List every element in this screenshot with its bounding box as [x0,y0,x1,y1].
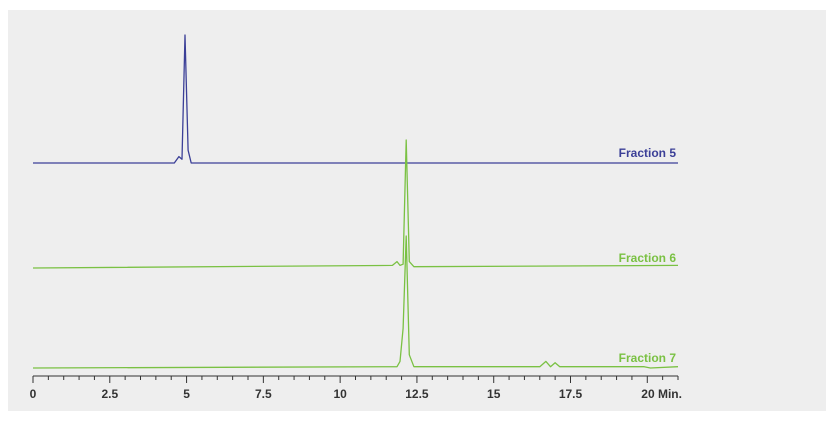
plot-panel: 0 2.5 5 7.5 10 12.5 15 17.5 20 Min. Fraction 5 Fr… [8,10,826,411]
series-label-2: Fraction 6 [619,251,677,265]
x-tick-label: 20 Min. [641,387,682,401]
series-line-2 [32,139,679,269]
x-tick-label: 15 [487,387,501,401]
x-tick-label: 17.5 [559,387,583,401]
series-line-1 [33,34,678,164]
x-tick-label: 10 [333,387,347,401]
chromatogram-chart: 0 2.5 5 7.5 10 12.5 15 17.5 20 Min. Fraction 5Fr… [30,34,682,401]
series-label-1: Fraction 5 [619,146,677,160]
x-tick-label: 5 [183,387,190,401]
series-layer [32,34,679,369]
x-axis: 0 2.5 5 7.5 10 12.5 15 17.5 20 Min. [30,375,682,401]
series-labels: Fraction 5 Fraction 6 Fraction 7 [619,146,677,365]
x-tick-label: 7.5 [255,387,272,401]
series-line-3 [32,235,679,369]
series-label-3: Fraction 7 [619,351,677,365]
x-tick-label: 12.5 [405,387,429,401]
x-tick-label: 0 [30,387,37,401]
x-tick-label: 2.5 [101,387,118,401]
